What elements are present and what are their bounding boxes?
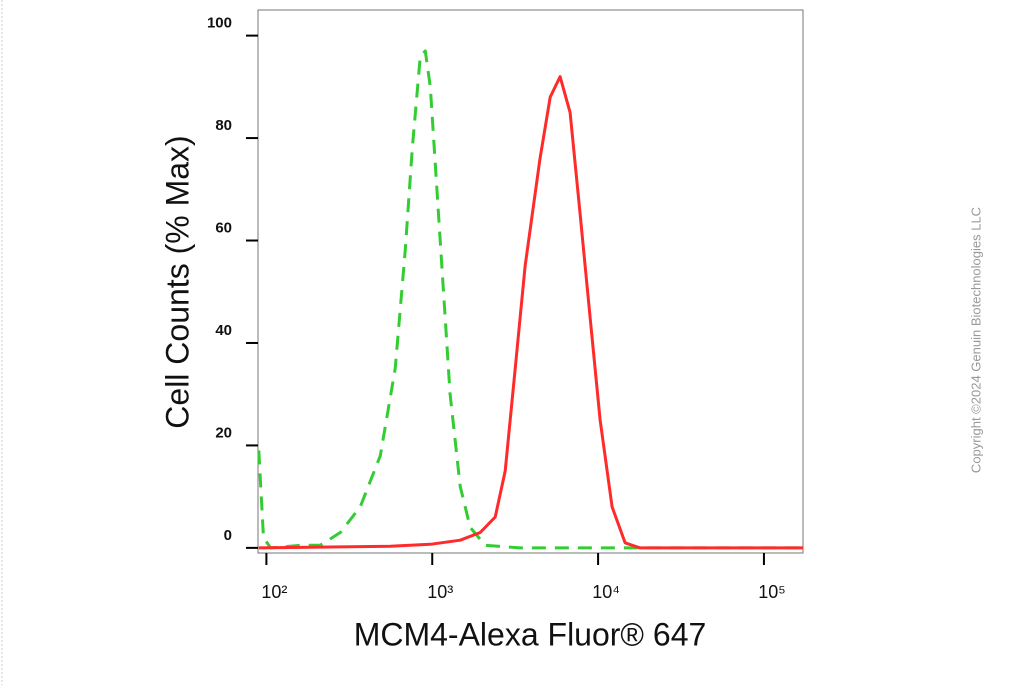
x-axis-label: MCM4-Alexa Fluor® 647	[354, 616, 707, 652]
x-tick-label: 10²	[261, 582, 287, 602]
copyright: Copyright ©2024 Genuin Biotechnologies L…	[968, 207, 983, 473]
y-tick-label: 20	[215, 424, 232, 441]
x-tick-label: 10³	[427, 582, 453, 602]
y-tick-label: 60	[215, 219, 232, 236]
y-axis-label: Cell Counts (% Max)	[159, 135, 195, 428]
y-tick-label: 40	[215, 322, 232, 339]
series-line	[257, 49, 803, 550]
y-tick-label: 80	[215, 117, 232, 134]
series-line	[258, 75, 803, 550]
x-tick-label: 10⁵	[758, 582, 785, 602]
x-tick-label: 10⁴	[592, 582, 620, 602]
plot-frame	[257, 9, 804, 554]
y-tick-label: 0	[224, 527, 232, 544]
y-tick-label: 100	[207, 15, 232, 32]
